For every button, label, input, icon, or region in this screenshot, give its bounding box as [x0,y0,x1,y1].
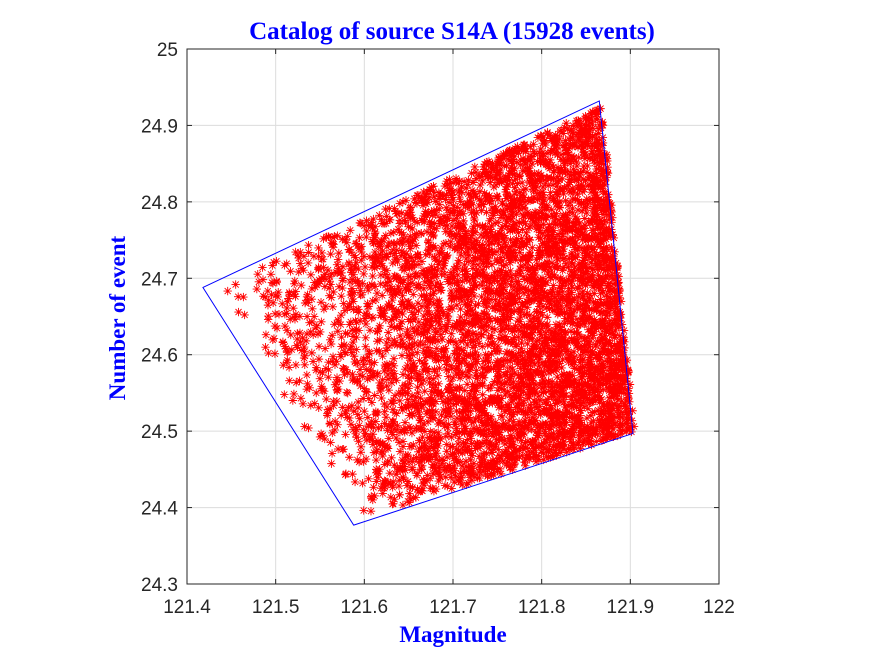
y-tick-label: 24.4 [141,499,178,520]
x-tick-label: 121.6 [341,597,389,618]
source-boundary [202,100,634,526]
y-tick-label: 24.9 [141,116,178,137]
x-tick-label: 121.4 [163,597,211,618]
event-points [223,104,639,516]
y-tick-label: 24.7 [141,269,178,290]
x-tick-label: 122 [703,597,735,618]
chart-title: Catalog of source S14A (15928 events) [249,18,655,45]
event-markers [223,104,639,516]
x-tick-label: 121.8 [518,597,566,618]
y-tick-label: 24.5 [141,422,178,443]
x-tick-label: 121.5 [252,597,300,618]
y-axis-label: Number of event [105,235,130,400]
y-tick-label: 24.3 [141,575,178,596]
x-tick-label: 121.9 [607,597,655,618]
x-axis-label: Magnitude [399,622,506,647]
y-tick-label: 25 [157,40,178,61]
x-tick-label: 121.7 [429,597,477,618]
axis-ticks: 121.4 121.5 121.6 121.7 121.8 121.9 122 24.3 24.… [141,40,735,618]
y-tick-label: 24.8 [141,193,178,214]
y-tick-label: 24.6 [141,346,178,367]
